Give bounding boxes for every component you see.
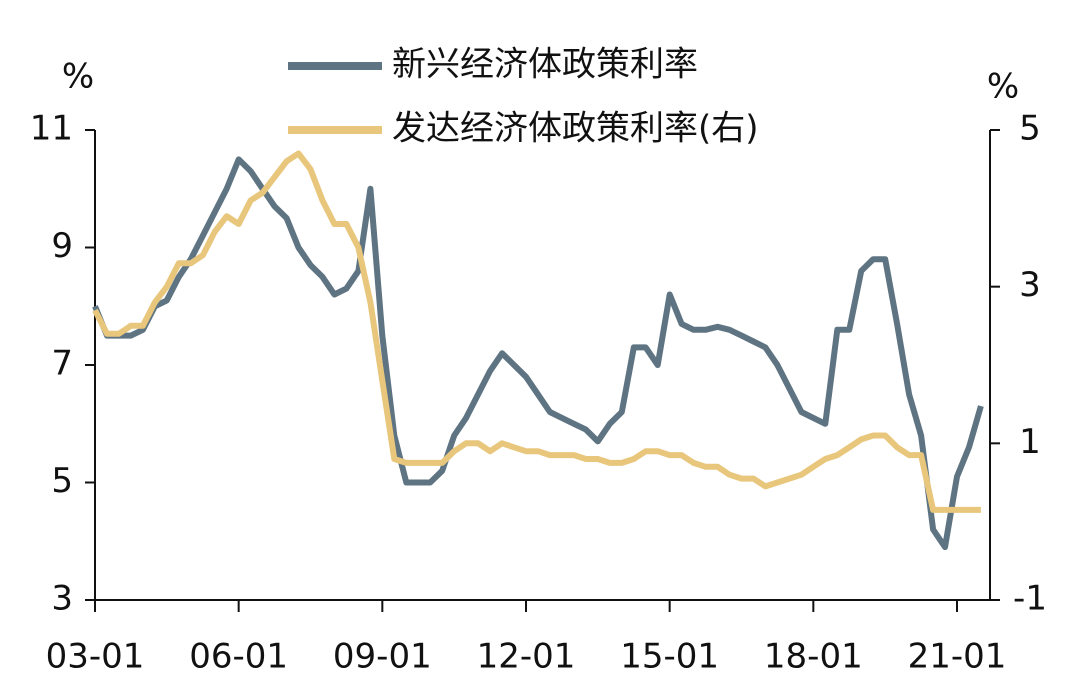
y2-tick-label: 1 (1019, 422, 1041, 462)
y-tick-label: 5 (51, 461, 73, 501)
x-tick-label: 15-01 (620, 637, 719, 677)
x-tick-label: 03-01 (46, 637, 145, 677)
x-tick-label: 18-01 (764, 637, 863, 677)
x-tick-label: 21-01 (908, 637, 1007, 677)
x-tick-label: 06-01 (189, 637, 288, 677)
y2-tick-label: -1 (1013, 579, 1047, 619)
x-tick-label: 09-01 (333, 637, 432, 677)
y2-tick-label: 5 (1019, 109, 1041, 149)
y2-axis-label: % (987, 67, 1019, 107)
y-tick-label: 11 (30, 109, 73, 149)
series-line (92, 156, 984, 551)
y2-tick-label: 3 (1019, 265, 1041, 305)
y-tick-label: 3 (51, 579, 73, 619)
x-tick-label: 12-01 (477, 637, 576, 677)
y-axis-label: % (62, 57, 94, 97)
legend-label: 发达经济体政策利率(右) (392, 109, 759, 149)
y-tick-label: 9 (51, 226, 73, 266)
series-line (92, 150, 981, 513)
y-tick-label: 7 (51, 344, 73, 384)
legend-label: 新兴经济体政策利率 (392, 45, 698, 85)
